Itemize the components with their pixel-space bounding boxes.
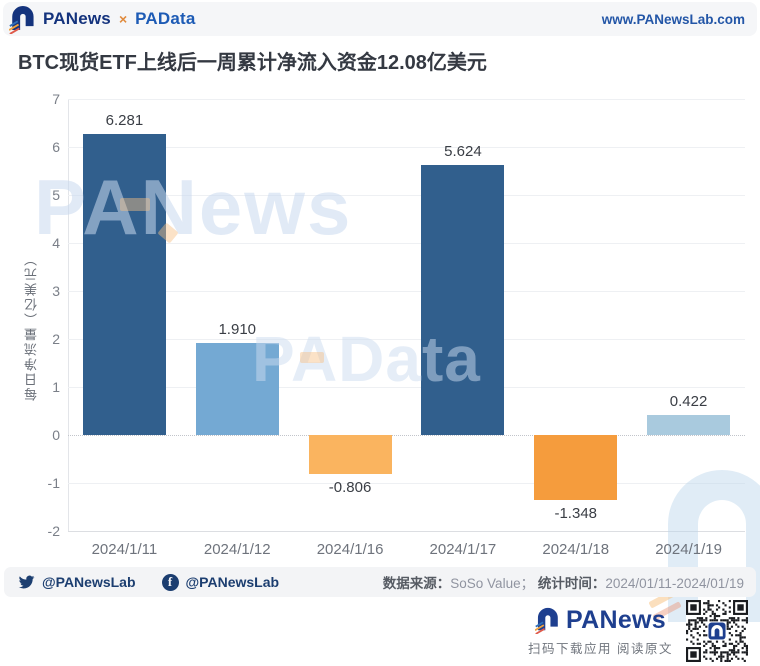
x-tick-label: 2024/1/17 [429,541,497,558]
bar-value-label: 0.422 [669,392,708,410]
footer-tagline: 扫码下载应用 阅读原文 [528,641,673,656]
twitter-link[interactable]: @PANewsLab [18,574,136,590]
y-tick-label: 0 [52,427,60,443]
gridline [68,339,745,340]
gridline [68,291,745,292]
bar [195,343,279,435]
y-axis-line [68,99,69,531]
header: PANews × PAData www.PANewsLab.com [3,2,757,36]
panews-footer-logo-icon [535,607,558,634]
brand-block: PANews 扫码下载应用 阅读原文 [528,606,673,657]
y-tick-label: 5 [52,187,60,203]
y-tick-label: 2 [52,331,60,347]
facebook-icon: f [161,573,179,591]
bar-value-label: 5.624 [444,143,482,161]
gridline [68,99,745,100]
facebook-link[interactable]: f @PANewsLab [161,573,280,591]
y-tick-label: -1 [47,475,60,491]
qr-code [686,600,748,662]
gridline [68,195,745,196]
bar [534,435,618,500]
period-label: 统计时间： [537,576,606,591]
gridline [68,387,745,388]
x-tick-label: 2024/1/11 [91,541,158,558]
page-title: BTC现货ETF上线后一周累计净流入资金12.08亿美元 [18,52,487,74]
bar [421,165,505,435]
y-tick-label: 7 [52,91,60,107]
bar-value-label: 1.910 [218,321,257,339]
y-tick-label: 1 [52,379,60,395]
website-link[interactable]: www.PANewsLab.com [601,11,745,27]
y-tick-label: 6 [52,139,60,155]
x-tick-label: 2024/1/19 [655,541,722,558]
y-tick-label: -2 [47,523,60,539]
gridline [68,531,745,532]
y-tick-label: 3 [52,283,60,299]
footer-social-bar: @PANewsLab f @PANewsLab 数据来源：SoSo Value；… [4,567,756,597]
data-source-note: 数据来源：SoSo Value； 统计时间：2024/01/11-2024/01… [383,572,744,592]
facebook-handle: @PANewsLab [185,574,280,590]
twitter-icon [18,575,35,588]
x-tick-label: 2024/1/18 [542,541,610,558]
bar [308,435,392,474]
brand-logo[interactable]: PANews × PAData [9,4,196,34]
plot-area: 7 6 5 4 3 2 1 0 -1 -2 6.281 2024/1/11 1.910 2024/1/12… [0,91,760,563]
brand-separator: × [118,11,128,27]
bar-value-label: -0.806 [328,478,372,496]
bar-value-label: -1.348 [554,504,598,522]
footer-logo-text: PANews [566,605,666,634]
brand-panews-text: PANews [43,9,111,28]
x-tick-label: 2024/1/16 [316,541,384,558]
social-links: @PANewsLab f @PANewsLab [18,573,280,591]
bar [647,414,731,435]
gridline [68,243,745,244]
y-axis-label: 每日净流量（亿美元） [24,251,39,401]
panews-logo-icon [9,6,34,34]
x-tick-label: 2024/1/12 [203,541,271,558]
bar-chart: 每日净流量（亿美元） 7 6 5 4 3 2 1 0 -1 -2 6.281 2024/1/11 1.9… [0,91,760,563]
twitter-handle: @PANewsLab [42,574,136,590]
gridline [68,483,745,484]
period-value: 2024/01/11-2024/01/19 [605,576,744,591]
bar [82,133,166,435]
bar-value-label: 6.281 [105,111,144,129]
zero-line [68,435,745,437]
gridline [68,147,745,148]
y-tick-label: 4 [52,235,60,251]
footer-brand: PANews 扫码下载应用 阅读原文 [0,597,760,662]
source-label: 数据来源： [382,576,451,591]
source-value: SoSo Value； [450,576,535,591]
brand-padata-text: PAData [135,9,196,28]
